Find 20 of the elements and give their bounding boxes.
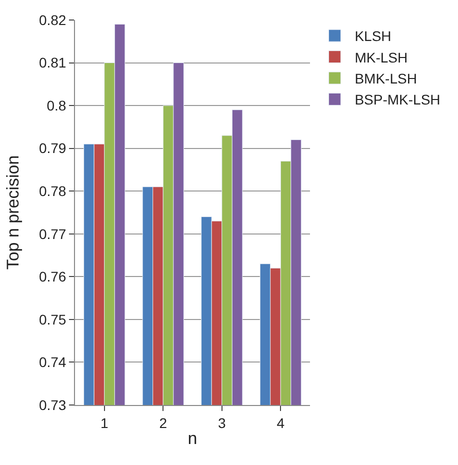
legend-label: BMK-LSH — [354, 70, 417, 86]
y-tick-label: 0.79 — [38, 140, 66, 156]
y-tick-label: 0.75 — [38, 311, 66, 328]
y-tick-label: 0.77 — [38, 226, 66, 242]
x-tick-label: 3 — [218, 414, 226, 431]
x-tick-label: 4 — [276, 414, 285, 431]
legend-label: MK-LSH — [354, 49, 408, 66]
x-tick-label: 2 — [159, 414, 168, 431]
x-axis-title: n — [188, 429, 198, 448]
y-tick-label: 0.74 — [38, 354, 66, 370]
x-tick-label: 1 — [100, 414, 108, 431]
legend-label: BSP-MK-LSH — [354, 92, 440, 108]
y-tick-label: 0.82 — [38, 12, 66, 28]
y-tick-label: 0.78 — [38, 183, 66, 200]
y-tick-label: 0.8 — [46, 97, 66, 114]
legend-label: KLSH — [354, 28, 392, 44]
y-tick-label: 0.76 — [38, 268, 66, 285]
y-tick-label: 0.73 — [38, 396, 66, 413]
y-tick-label: 0.81 — [38, 54, 66, 71]
y-axis-title: Top n precision — [4, 155, 22, 270]
